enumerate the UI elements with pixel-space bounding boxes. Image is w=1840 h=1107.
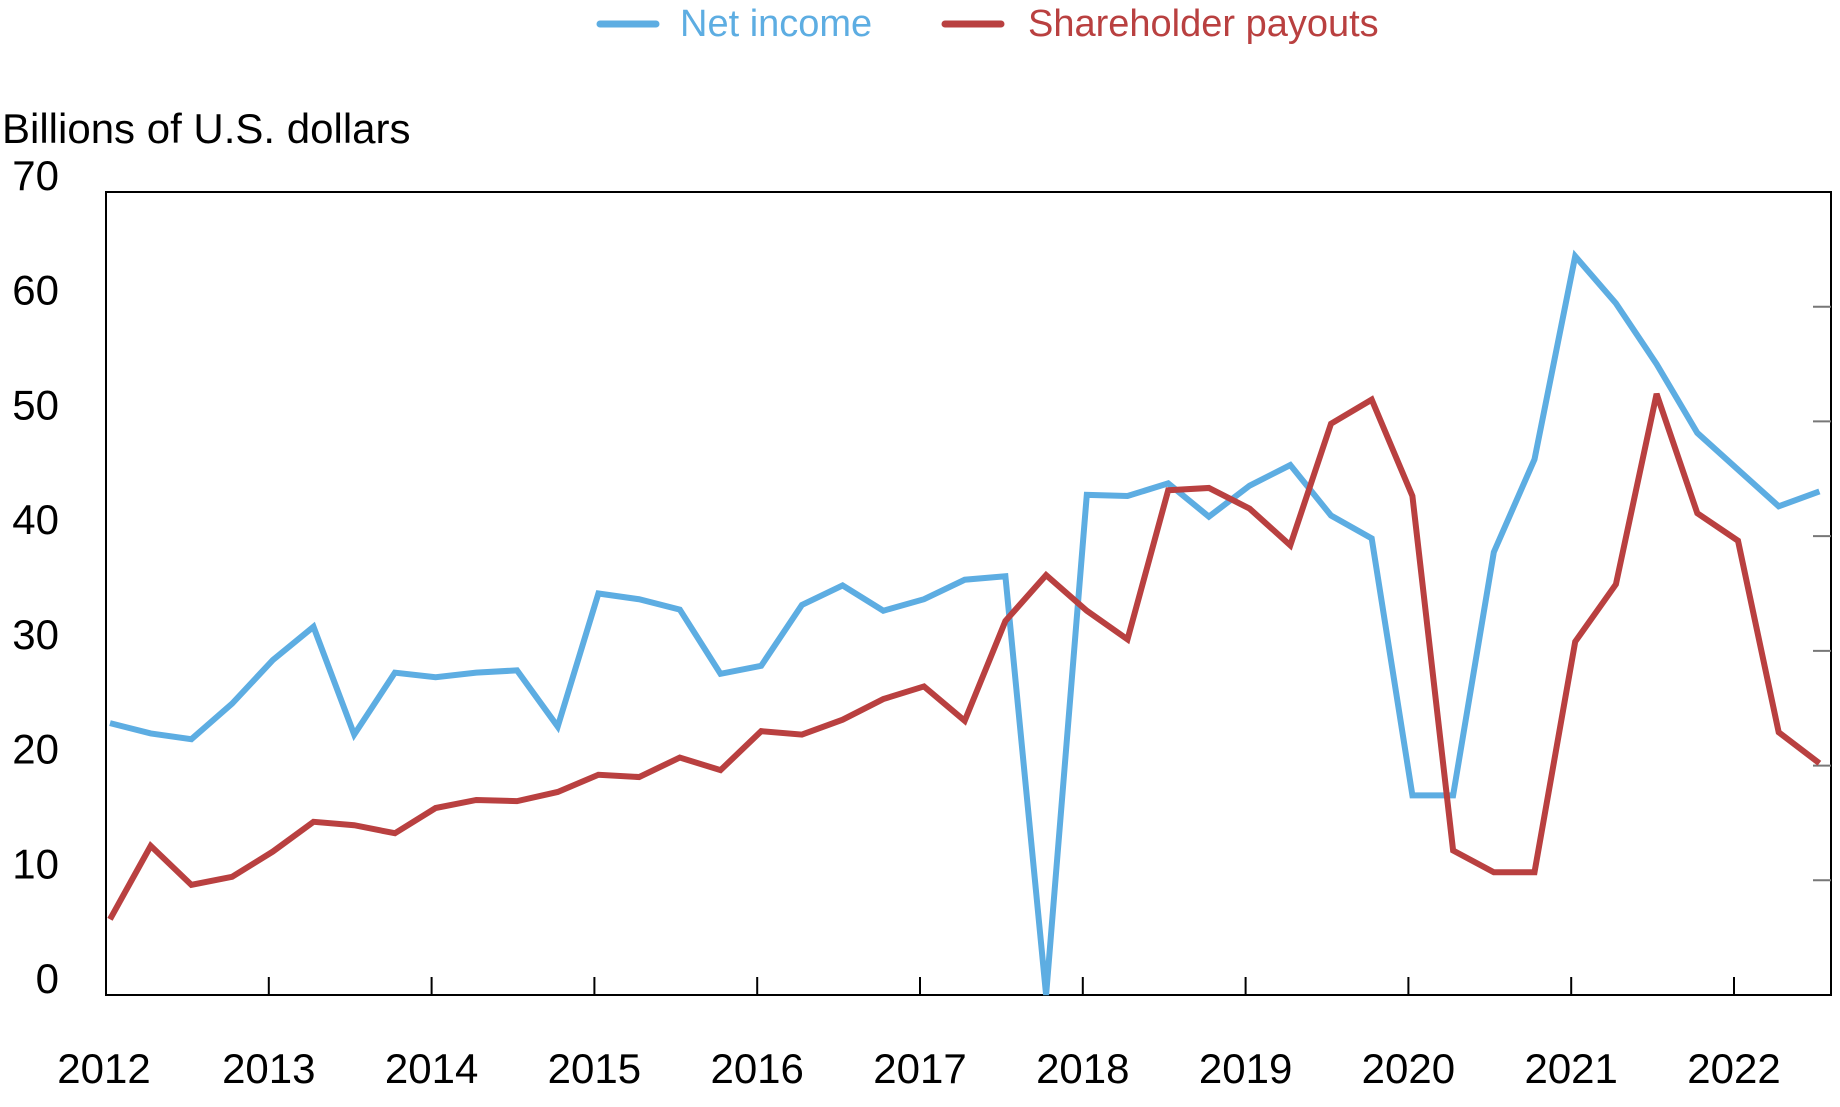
series-line-net-income bbox=[110, 256, 1819, 995]
plot-frame bbox=[106, 192, 1831, 995]
y-tick-label: 50 bbox=[12, 381, 59, 428]
x-tick-label: 2018 bbox=[1036, 1045, 1129, 1092]
y-tick-label: 40 bbox=[12, 496, 59, 543]
y-tick-label: 30 bbox=[12, 611, 59, 658]
x-tick-label: 2020 bbox=[1362, 1045, 1455, 1092]
x-tick-label: 2022 bbox=[1687, 1045, 1780, 1092]
y-tick-label: 20 bbox=[12, 726, 59, 773]
x-tick-label: 2021 bbox=[1524, 1045, 1617, 1092]
series-line-shareholder-payouts bbox=[110, 394, 1819, 919]
y-tick-label: 60 bbox=[12, 267, 59, 314]
x-tick-label: 2019 bbox=[1199, 1045, 1292, 1092]
legend-label-shareholder-payouts: Shareholder payouts bbox=[1028, 3, 1379, 45]
y-tick-label: 10 bbox=[12, 840, 59, 887]
legend-label-net-income: Net income bbox=[680, 3, 872, 45]
legend: Net income Shareholder payouts bbox=[600, 3, 1379, 45]
y-tick-label: 70 bbox=[12, 152, 59, 199]
y-tick-label: 0 bbox=[36, 955, 59, 1002]
x-tick-label: 2014 bbox=[385, 1045, 478, 1092]
y-axis-title: Billions of U.S. dollars bbox=[2, 105, 411, 152]
x-tick-label: 2016 bbox=[710, 1045, 803, 1092]
x-tick-label: 2015 bbox=[548, 1045, 641, 1092]
x-tick-label: 2013 bbox=[222, 1045, 315, 1092]
x-tick-label: 2017 bbox=[873, 1045, 966, 1092]
x-tick-label: 2012 bbox=[57, 1045, 150, 1092]
